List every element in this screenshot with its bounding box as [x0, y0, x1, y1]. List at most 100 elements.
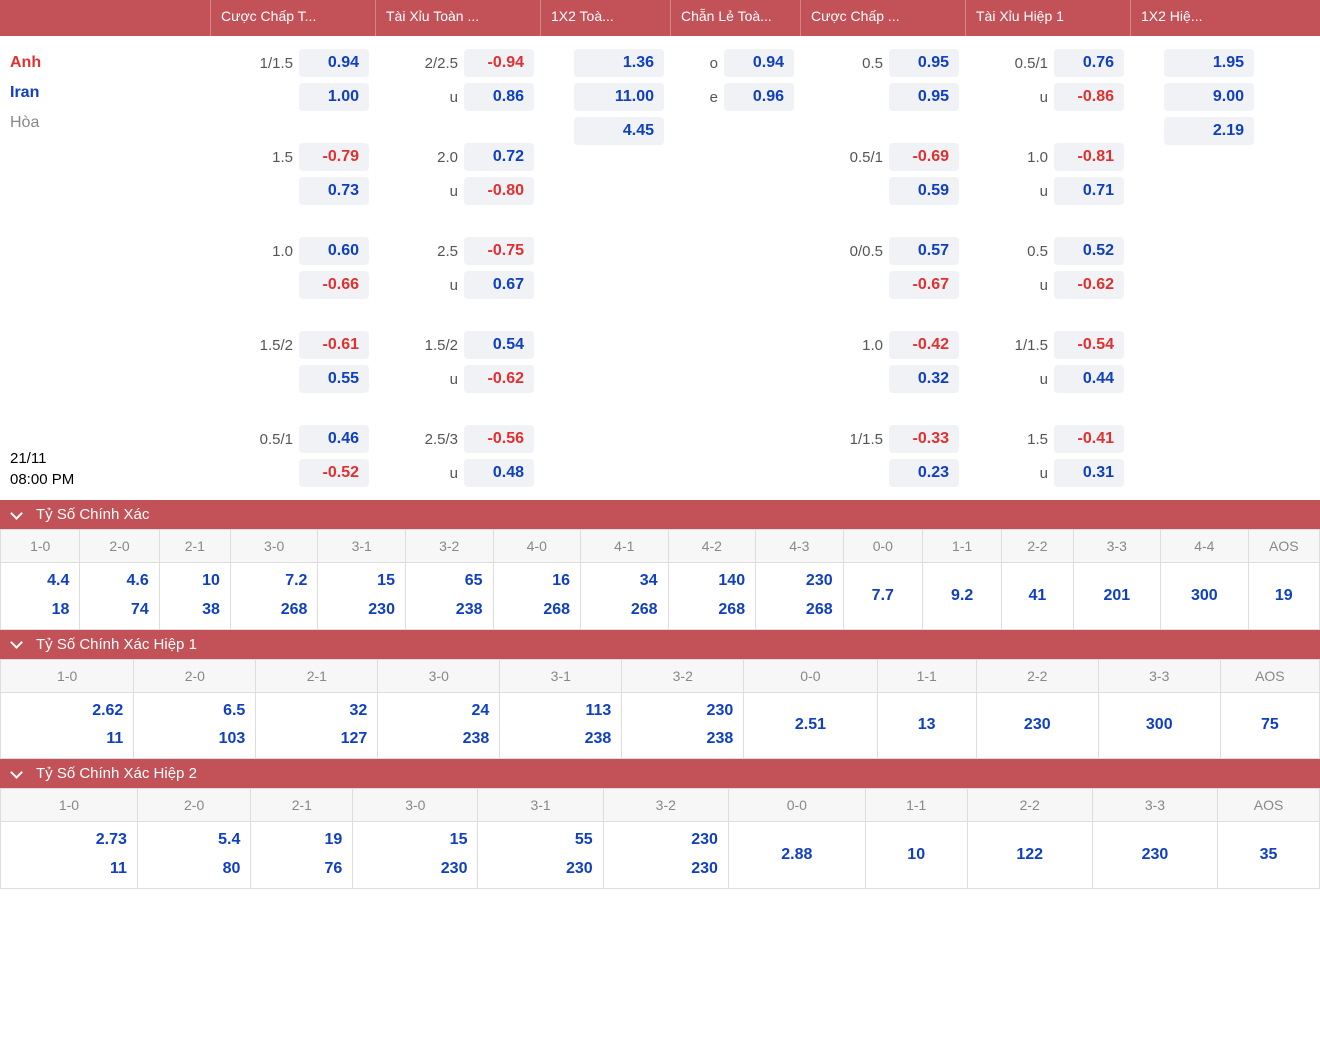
- score-odds-cell[interactable]: 10: [865, 822, 967, 889]
- handicap-ft-odds[interactable]: -0.66: [299, 271, 369, 299]
- header-1x2-ht: 1X2 Hiệ...: [1130, 0, 1260, 36]
- handicap-ft-odds[interactable]: 1.00: [299, 83, 369, 111]
- score-odds-cell[interactable]: 230: [1092, 822, 1217, 889]
- col-ou-ft: 2/2.5-0.94u0.862.00.72u-0.802.5-0.75u0.6…: [375, 36, 540, 500]
- odds-1x2-ht-1[interactable]: 1.95: [1164, 49, 1254, 77]
- score-odds-cell[interactable]: 65238: [405, 563, 493, 630]
- score-odds-cell[interactable]: 2.7311: [1, 822, 138, 889]
- handicap-ft-odds[interactable]: 0.73: [299, 177, 369, 205]
- handicap-ft-odds[interactable]: -0.52: [299, 459, 369, 487]
- ou-ft-odds[interactable]: -0.56: [464, 425, 534, 453]
- score-odds-cell[interactable]: 9.2: [922, 563, 1001, 630]
- handicap-ht-odds[interactable]: 0.95: [889, 49, 959, 77]
- score-odds-cell[interactable]: 19: [1248, 563, 1319, 630]
- score-odds-cell[interactable]: 300: [1098, 692, 1220, 759]
- ou-ht-odds[interactable]: -0.86: [1054, 83, 1124, 111]
- score-odds-cell[interactable]: 32127: [256, 692, 378, 759]
- score-odds-cell[interactable]: 15230: [318, 563, 406, 630]
- score-odds-cell[interactable]: 15230: [353, 822, 478, 889]
- score-odds-cell[interactable]: 13: [877, 692, 976, 759]
- score-odds-cell[interactable]: 230230: [603, 822, 728, 889]
- score-odds-cell[interactable]: 2.6211: [1, 692, 134, 759]
- handicap-ft-odds[interactable]: 0.94: [299, 49, 369, 77]
- handicap-ht-odds[interactable]: 0.59: [889, 177, 959, 205]
- score-odds-cell[interactable]: 16268: [493, 563, 581, 630]
- match-datetime: 21/11 08:00 PM: [10, 448, 74, 490]
- score-odds-cell[interactable]: 5.480: [137, 822, 251, 889]
- ou-label-u: u: [1004, 89, 1048, 106]
- ou-ft-odds[interactable]: 0.67: [464, 271, 534, 299]
- odds-1x2-1[interactable]: 1.36: [574, 49, 664, 77]
- score-odds-cell[interactable]: 35: [1218, 822, 1320, 889]
- score-odds-cell[interactable]: 2.51: [744, 692, 877, 759]
- ou-ft-odds[interactable]: -0.94: [464, 49, 534, 77]
- handicap-ft-odds[interactable]: 0.60: [299, 237, 369, 265]
- score-odds-cell[interactable]: 6.5103: [134, 692, 256, 759]
- handicap-ft-odds[interactable]: 0.46: [299, 425, 369, 453]
- handicap-ht-odds[interactable]: -0.42: [889, 331, 959, 359]
- section-correct-score[interactable]: Tỷ Số Chính Xác: [0, 500, 1320, 529]
- ou-ht-odds[interactable]: -0.41: [1054, 425, 1124, 453]
- ou-ht-odds[interactable]: 0.52: [1054, 237, 1124, 265]
- odds-oe-o[interactable]: 0.94: [724, 49, 794, 77]
- odds-1x2-ht-2[interactable]: 9.00: [1164, 83, 1254, 111]
- score-odds-cell[interactable]: 7.2268: [230, 563, 318, 630]
- score-odds-cell[interactable]: 230: [976, 692, 1098, 759]
- handicap-ht-odds[interactable]: 0.23: [889, 459, 959, 487]
- draw-label: Hòa: [10, 108, 200, 138]
- ou-ht-odds[interactable]: 0.71: [1054, 177, 1124, 205]
- score-odds-cell[interactable]: 1038: [159, 563, 230, 630]
- ou-ft-odds[interactable]: 0.72: [464, 143, 534, 171]
- main-odds-area: Anh Iran Hòa 21/11 08:00 PM 1/1.50.941.0…: [0, 36, 1320, 500]
- handicap-ht-odds[interactable]: 0.57: [889, 237, 959, 265]
- handicap-ht-odds[interactable]: -0.33: [889, 425, 959, 453]
- score-odds-cell[interactable]: 1976: [251, 822, 353, 889]
- score-odds-cell[interactable]: 24238: [378, 692, 500, 759]
- ou-ft-odds[interactable]: 0.48: [464, 459, 534, 487]
- score-odds-cell[interactable]: 300: [1161, 563, 1249, 630]
- score-odds-cell[interactable]: 140268: [668, 563, 756, 630]
- ou-ft-odds[interactable]: -0.62: [464, 365, 534, 393]
- ou-ft-odds[interactable]: 0.86: [464, 83, 534, 111]
- ou-ht-odds[interactable]: -0.62: [1054, 271, 1124, 299]
- ou-ft-odds[interactable]: -0.75: [464, 237, 534, 265]
- ou-ht-odds[interactable]: 0.76: [1054, 49, 1124, 77]
- handicap-ht-odds[interactable]: 0.32: [889, 365, 959, 393]
- score-odds-cell[interactable]: 7.7: [843, 563, 922, 630]
- ou-ft-odds[interactable]: 0.54: [464, 331, 534, 359]
- score-header: 0-0: [843, 530, 922, 563]
- ou-ht-odds[interactable]: 0.31: [1054, 459, 1124, 487]
- score-odds-cell[interactable]: 201: [1073, 563, 1161, 630]
- handicap-ft-odds[interactable]: -0.61: [299, 331, 369, 359]
- ou-ht-odds[interactable]: -0.81: [1054, 143, 1124, 171]
- score-odds-cell[interactable]: 41: [1002, 563, 1073, 630]
- score-odds-cell[interactable]: 2.88: [728, 822, 865, 889]
- score-odds-cell[interactable]: 34268: [581, 563, 669, 630]
- score-header: 4-4: [1161, 530, 1249, 563]
- odds-oe-e[interactable]: 0.96: [724, 83, 794, 111]
- odds-1x2-2[interactable]: 11.00: [574, 83, 664, 111]
- ou-ht-odds[interactable]: 0.44: [1054, 365, 1124, 393]
- odds-1x2-x[interactable]: 4.45: [574, 117, 664, 145]
- score-odds-cell[interactable]: 230268: [756, 563, 844, 630]
- score-odds-cell[interactable]: 122: [967, 822, 1092, 889]
- score-odds-cell[interactable]: 4.418: [1, 563, 80, 630]
- ou-ft-odds[interactable]: -0.80: [464, 177, 534, 205]
- score-odds-cell[interactable]: 230238: [622, 692, 744, 759]
- score-odds-cell[interactable]: 113238: [500, 692, 622, 759]
- odds-1x2-ht-x[interactable]: 2.19: [1164, 117, 1254, 145]
- score-odds-cell[interactable]: 55230: [478, 822, 603, 889]
- section-title-cs-h2: Tỷ Số Chính Xác Hiệp 2: [36, 765, 197, 782]
- score-odds-cell[interactable]: 75: [1220, 692, 1319, 759]
- section-correct-score-h1[interactable]: Tỷ Số Chính Xác Hiệp 1: [0, 630, 1320, 659]
- handicap-ft-odds[interactable]: 0.55: [299, 365, 369, 393]
- handicap-ht-odds[interactable]: -0.69: [889, 143, 959, 171]
- score-odds-cell[interactable]: 4.674: [80, 563, 159, 630]
- handicap-ht-odds[interactable]: 0.95: [889, 83, 959, 111]
- handicap-ht-odds[interactable]: -0.67: [889, 271, 959, 299]
- section-correct-score-h2[interactable]: Tỷ Số Chính Xác Hiệp 2: [0, 759, 1320, 788]
- ou-label-u: u: [1004, 465, 1048, 482]
- handicap-ft-odds[interactable]: -0.79: [299, 143, 369, 171]
- ou-ht-odds[interactable]: -0.54: [1054, 331, 1124, 359]
- score-header: 3-0: [378, 659, 500, 692]
